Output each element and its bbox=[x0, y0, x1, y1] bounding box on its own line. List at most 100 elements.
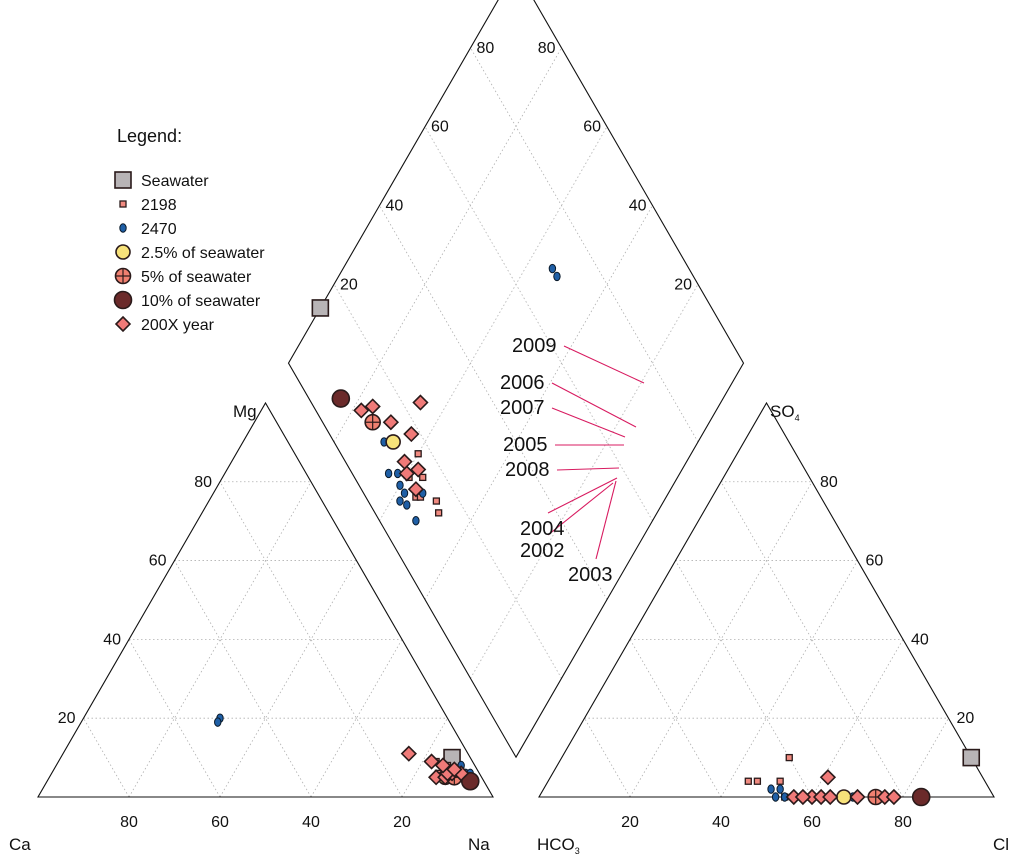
axis-labels: Ca Na Mg HCO3 Cl SO4 bbox=[9, 402, 1009, 856]
cation-grid-r bbox=[401, 717, 448, 798]
s2198-diamond-point bbox=[432, 497, 441, 505]
legend-label: 2198 bbox=[141, 197, 177, 214]
s2470-diamond-point bbox=[396, 480, 404, 490]
year-anion-point bbox=[849, 788, 866, 806]
seawater-legend-marker bbox=[114, 171, 132, 189]
year-anion-point bbox=[794, 788, 812, 806]
pct5-diamond-point bbox=[364, 413, 381, 431]
cation-bottom-tick: 80 bbox=[120, 814, 138, 831]
pct10-anion-point bbox=[911, 787, 931, 807]
legend-title: Legend: bbox=[117, 126, 182, 146]
s2198-diamond-point bbox=[414, 450, 422, 458]
axis-label-so4: SO4 bbox=[770, 402, 800, 423]
diamond-frame bbox=[287, 0, 745, 759]
pct10-cation-point bbox=[460, 771, 480, 791]
s2198-anion-point bbox=[753, 777, 762, 785]
year-cation-point bbox=[423, 753, 440, 770]
year-diamond-point bbox=[364, 398, 381, 415]
s2198-anion-point bbox=[785, 753, 793, 762]
year-anion-point bbox=[819, 769, 837, 786]
anion-right-tick: 80 bbox=[820, 474, 838, 491]
cation-grid-r bbox=[128, 481, 312, 798]
anion-right-tick: 40 bbox=[911, 631, 929, 648]
s2198-legend-marker bbox=[119, 200, 127, 208]
year-label: 2009 bbox=[512, 335, 557, 357]
s2198-anion-point bbox=[776, 777, 784, 785]
grid-lines bbox=[83, 47, 949, 798]
s2470-diamond-point bbox=[412, 516, 420, 526]
anion-grid-l bbox=[720, 481, 904, 798]
s2470-diamond-point bbox=[384, 468, 393, 479]
year-label: 2004 bbox=[520, 518, 565, 540]
legend-label: 10% of seawater bbox=[141, 293, 261, 310]
legend-label: 2470 bbox=[141, 221, 177, 238]
s2470-diamond-point bbox=[553, 271, 561, 282]
s2470-anion-point bbox=[771, 792, 780, 802]
year-label: 2002 bbox=[520, 540, 565, 562]
axis-label-hco3: HCO3 bbox=[537, 835, 580, 856]
triangle-points bbox=[214, 713, 981, 807]
year-cation-point bbox=[400, 745, 417, 762]
anion-right-tick: 60 bbox=[866, 553, 884, 570]
cation-bottom-tick: 60 bbox=[211, 814, 229, 831]
diamond-left-tick: 60 bbox=[583, 119, 601, 136]
anion-triangle bbox=[538, 401, 995, 798]
year-diamond-point bbox=[410, 461, 427, 478]
s2470-diamond-point bbox=[400, 488, 409, 498]
year-leader-line bbox=[551, 382, 637, 428]
anion-grid-l bbox=[675, 560, 813, 798]
year-leader-line bbox=[547, 482, 614, 536]
year-label: 2005 bbox=[503, 434, 548, 456]
seawater-diamond-point bbox=[311, 299, 330, 317]
year-label: 2003 bbox=[568, 564, 613, 586]
cation-grid-r bbox=[219, 560, 357, 798]
cation-triangle bbox=[37, 401, 494, 798]
cation-bottom-tick: 40 bbox=[302, 814, 320, 831]
anion-bottom-tick: 20 bbox=[621, 814, 639, 831]
axis-label-mg: Mg bbox=[233, 402, 257, 421]
year-diamond-point bbox=[353, 402, 370, 419]
anion-grid-r bbox=[629, 481, 813, 798]
year-anion-point bbox=[822, 788, 839, 806]
legend-label: Seawater bbox=[141, 173, 209, 190]
diamond-left-tick: 40 bbox=[629, 198, 647, 215]
diamond-grid-b bbox=[470, 284, 699, 679]
cation-grid-l bbox=[83, 717, 130, 798]
anion-grid-r bbox=[902, 717, 949, 798]
year-leader-line bbox=[556, 467, 620, 471]
legend-label: 2.5% of seawater bbox=[141, 245, 265, 262]
anion-bottom-tick: 80 bbox=[894, 814, 912, 831]
pct10-legend-marker bbox=[113, 290, 133, 310]
legend-label: 5% of seawater bbox=[141, 269, 252, 286]
diamond-grid-b bbox=[379, 126, 608, 521]
year-diamond-point bbox=[403, 425, 420, 443]
seawater-anion-point bbox=[962, 748, 981, 767]
cation-grid-l bbox=[219, 481, 403, 798]
anion-grid-l bbox=[584, 717, 631, 798]
axis-label-na: Na bbox=[468, 835, 490, 854]
s2470-legend-marker bbox=[119, 223, 127, 233]
year-diamond-point bbox=[396, 453, 413, 470]
cation-left-tick: 20 bbox=[58, 710, 76, 727]
anion-bottom-tick: 40 bbox=[712, 814, 730, 831]
cation-left-tick: 60 bbox=[149, 553, 167, 570]
year-leader-lines bbox=[547, 345, 645, 560]
s2470-cation-point bbox=[214, 717, 222, 727]
pct5-legend-marker bbox=[114, 267, 132, 285]
year-label: 2007 bbox=[500, 397, 545, 419]
s2198-diamond-point bbox=[419, 473, 427, 482]
diamond-left-tick: 20 bbox=[674, 276, 692, 293]
anion-grid-l bbox=[629, 639, 722, 798]
year-leader-line bbox=[595, 480, 617, 560]
year-diamond-point bbox=[382, 414, 400, 431]
pct2_5-anion-point bbox=[836, 789, 852, 805]
year-leader-line bbox=[551, 407, 626, 438]
s2470-diamond-point bbox=[548, 263, 557, 274]
year-label: 2008 bbox=[505, 459, 550, 481]
pct2_5-diamond-point bbox=[385, 434, 401, 450]
diamond-left-tick: 80 bbox=[538, 40, 556, 57]
s2470-anion-point bbox=[767, 784, 775, 794]
pct2_5-legend-marker bbox=[115, 244, 131, 260]
